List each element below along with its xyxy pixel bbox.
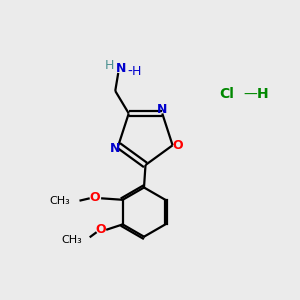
Text: Cl: Cl bbox=[219, 88, 234, 101]
Text: CH₃: CH₃ bbox=[50, 196, 70, 206]
Text: CH₃: CH₃ bbox=[61, 235, 82, 245]
Text: O: O bbox=[173, 139, 183, 152]
Text: N: N bbox=[157, 103, 167, 116]
Text: H: H bbox=[257, 88, 268, 101]
Text: O: O bbox=[89, 191, 100, 204]
Text: -: - bbox=[127, 64, 132, 78]
Text: H: H bbox=[132, 65, 142, 78]
Text: H: H bbox=[105, 59, 115, 72]
Text: N: N bbox=[116, 62, 126, 75]
Text: N: N bbox=[110, 142, 120, 155]
Text: —: — bbox=[244, 88, 257, 101]
Text: O: O bbox=[95, 223, 106, 236]
